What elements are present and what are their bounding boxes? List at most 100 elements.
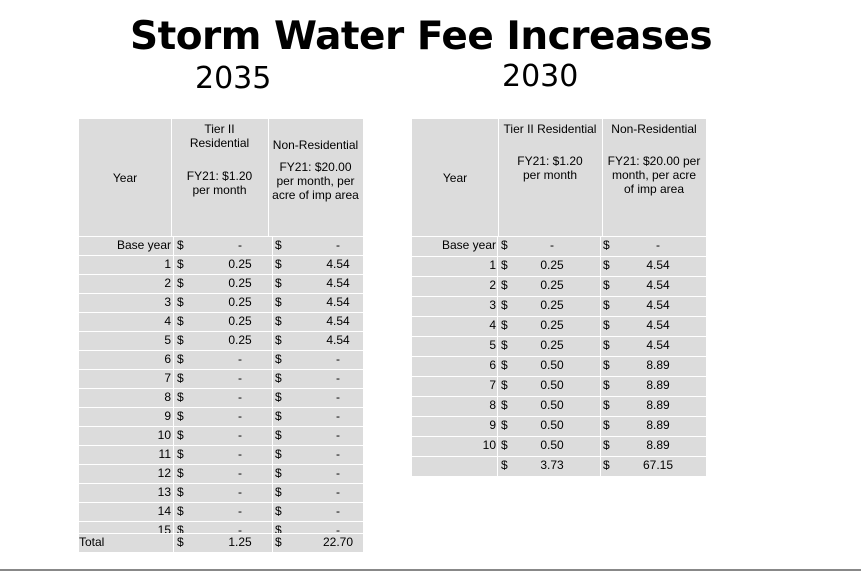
table-row: 7 $ - $ - (79, 369, 363, 388)
currency-symbol: $ (275, 447, 282, 461)
header-tier: Tier II Residential FY21: $1.20 per month (171, 119, 268, 236)
row-divider (79, 533, 363, 534)
tier-value: 0.50 (540, 418, 564, 432)
header-column-separator (268, 119, 269, 236)
currency-symbol: $ (275, 276, 282, 290)
year-cell: 1 (489, 258, 496, 272)
tier-value: 0.50 (540, 358, 564, 372)
currency-symbol: $ (275, 314, 282, 328)
year-cell: 9 (164, 409, 171, 423)
year-cell: 6 (489, 358, 496, 372)
table-row: 8 $0.50 $8.89 (412, 396, 706, 416)
total-row: $3.73 $67.15 (412, 456, 706, 476)
row-divider (79, 483, 363, 484)
year-cell: Base year (441, 238, 496, 252)
nonres-value: - (656, 238, 660, 252)
currency-symbol: $ (177, 535, 184, 549)
tier-value: 0.25 (540, 338, 564, 352)
currency-symbol: $ (177, 238, 184, 252)
table-row: 14 $ - $ - (79, 502, 363, 521)
year-cell: 8 (489, 398, 496, 412)
table-row: 6 $ - $ - (79, 350, 363, 369)
row-divider (412, 296, 706, 297)
tier-value: - (238, 238, 242, 252)
year-cell: 4 (489, 318, 496, 332)
row-divider (79, 331, 363, 332)
nonres-value: - (336, 428, 340, 442)
tier-value: - (238, 485, 242, 499)
currency-symbol: $ (275, 466, 282, 480)
currency-symbol: $ (177, 276, 184, 290)
currency-symbol: $ (501, 298, 508, 312)
currency-symbol: $ (501, 458, 508, 472)
table-row: 7 $0.50 $8.89 (412, 376, 706, 396)
row-divider (79, 350, 363, 351)
tier-value: - (238, 371, 242, 385)
currency-symbol: $ (177, 504, 184, 518)
row-divider (79, 274, 363, 275)
nonres-value: 8.89 (646, 418, 670, 432)
nonres-value: - (336, 390, 340, 404)
row-divider (412, 376, 706, 377)
year-cell: 6 (164, 352, 171, 366)
year-cell: 7 (489, 378, 496, 392)
row-divider (79, 445, 363, 446)
tier-value: 1.25 (228, 535, 252, 549)
year-cell: 2 (164, 276, 171, 290)
nonres-value: 4.54 (646, 318, 670, 332)
currency-symbol: $ (603, 458, 610, 472)
header-column-separator (498, 119, 499, 236)
header-column-separator (171, 119, 172, 236)
body-column-separator (173, 236, 174, 552)
row-divider (79, 236, 363, 237)
body-column-separator (497, 236, 498, 476)
table-row: 10 $ - $ - (79, 426, 363, 445)
table-row: 11 $ - $ - (79, 445, 363, 464)
year-cell: 3 (489, 298, 496, 312)
row-divider (412, 396, 706, 397)
subtitle-2030: 2030 (502, 59, 579, 94)
year-cell: 4 (164, 314, 171, 328)
row-divider (412, 256, 706, 257)
year-cell: Base year (116, 238, 171, 252)
header-tier: Tier II Residential FY21: $1.20 per month (498, 119, 602, 236)
total-label: Total (79, 535, 105, 549)
nonres-value: - (336, 523, 340, 537)
nonres-value: 8.89 (646, 378, 670, 392)
currency-symbol: $ (501, 398, 508, 412)
table-row: 10 $0.50 $8.89 (412, 436, 706, 456)
table-row: 2 $0.25 $4.54 (412, 276, 706, 296)
header-tier-text-1: Tier II Residential (189, 122, 250, 150)
header-tier-text-2: FY21: $1.20 per month (186, 169, 253, 197)
tier-value: 0.25 (540, 318, 564, 332)
year-cell: 10 (157, 428, 171, 442)
currency-symbol: $ (501, 438, 508, 452)
header-nonres: Non-Residential FY21: $20.00 per month, p… (268, 119, 363, 236)
fee-table-2030: Year Tier II Residential FY21: $1.20 per m… (412, 119, 706, 476)
header-column-separator (602, 119, 603, 236)
tier-value: 0.50 (540, 438, 564, 452)
year-cell: 9 (489, 418, 496, 432)
table-row: 9 $ - $ - (79, 407, 363, 426)
table-row: 1 $0.25 $4.54 (79, 255, 363, 274)
header-tier-text-1: Tier II Residential (503, 122, 597, 136)
year-cell: 13 (157, 485, 171, 499)
currency-symbol: $ (275, 238, 282, 252)
total-row: Total $1.25 $22.70 (79, 533, 363, 552)
tier-value: 0.25 (228, 295, 252, 309)
currency-symbol: $ (177, 257, 184, 271)
year-cell: 7 (164, 371, 171, 385)
currency-symbol: $ (177, 333, 184, 347)
row-divider (79, 502, 363, 503)
currency-symbol: $ (275, 523, 282, 537)
header-year: Year (79, 119, 171, 236)
currency-symbol: $ (603, 358, 610, 372)
tier-value: - (238, 428, 242, 442)
currency-symbol: $ (275, 409, 282, 423)
currency-symbol: $ (501, 278, 508, 292)
nonres-value: - (336, 504, 340, 518)
currency-symbol: $ (177, 295, 184, 309)
currency-symbol: $ (501, 418, 508, 432)
nonres-value: 8.89 (646, 358, 670, 372)
header-tier-text-2: FY21: $1.20 per month (517, 154, 583, 182)
